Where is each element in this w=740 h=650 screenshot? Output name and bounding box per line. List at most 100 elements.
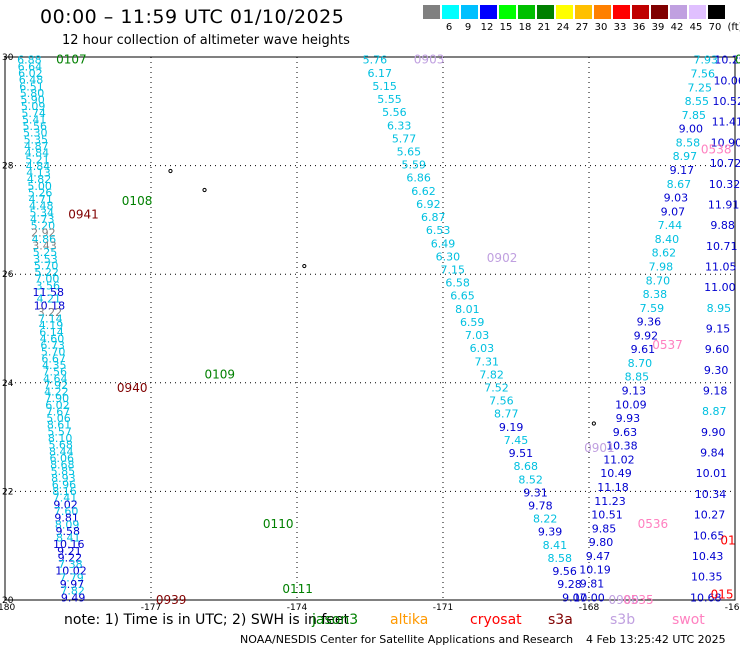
wave-height-value: 11.58 [33, 286, 65, 299]
wave-height-value: 7.31 [475, 355, 500, 368]
wave-height-value: 8.95 [707, 302, 732, 315]
wave-height-value: 5.22 [34, 266, 59, 279]
wave-height-value: 5.55 [377, 93, 402, 106]
wave-height-value: 9.58 [55, 525, 80, 538]
wave-height-value: 7.14 [38, 313, 63, 326]
wave-height-value: 6.58 [445, 277, 470, 290]
wave-height-value: 9.90 [701, 426, 726, 439]
wave-height-value: 8.87 [702, 405, 727, 418]
pass-time-label: 0111 [282, 582, 313, 596]
wave-height-value: 6.96 [52, 478, 77, 491]
x-tick-label: -174 [287, 603, 308, 613]
wave-height-value: 4.84 [26, 160, 51, 173]
x-tick-label: -168 [579, 603, 600, 613]
wave-height-value: 7.44 [658, 219, 683, 232]
wave-height-value: 7.90 [45, 392, 70, 405]
wave-height-value: 9.56 [552, 565, 577, 578]
wave-height-value: 10.35 [691, 571, 723, 584]
wave-height-value: 6.59 [460, 316, 485, 329]
wave-height-value: 4.60 [40, 332, 65, 345]
color-swatch [707, 5, 725, 19]
mission-legend-item: cryosat [470, 612, 522, 628]
wave-height-value: 7.03 [465, 329, 490, 342]
wave-height-value: 8.68 [50, 459, 75, 472]
wave-height-value: 5.09 [21, 100, 46, 113]
wave-height-value: 9.93 [616, 412, 641, 425]
wave-height-value: 11.02 [603, 453, 635, 466]
wave-height-value: 6.62 [411, 185, 436, 198]
wave-height-value: 10.27 [694, 509, 726, 522]
wave-height-value: 7.98 [649, 260, 674, 273]
wave-height-value: 8.93 [51, 472, 76, 485]
wave-height-value: 11.41 [712, 116, 740, 129]
wave-height-value: 8.85 [625, 371, 650, 384]
wave-height-value: 10.65 [693, 529, 725, 542]
wave-height-value: 6.02 [45, 399, 70, 412]
wave-height-value: 9.15 [706, 323, 731, 336]
wave-height-value: 9.13 [622, 385, 647, 398]
wave-height-value: 9.19 [499, 421, 524, 434]
wave-height-value: 9.60 [705, 343, 730, 356]
y-tick-label: 28 [2, 162, 14, 172]
wave-height-value: 10.72 [710, 157, 740, 170]
pass-time-label: 0 [735, 53, 740, 67]
wave-height-value: 7.15 [440, 263, 465, 276]
wave-height-value: 4.48 [29, 200, 54, 213]
wave-height-value: 10.01 [696, 467, 728, 480]
wave-height-value: 5.15 [372, 80, 397, 93]
wave-height-value: 9.81 [580, 578, 605, 591]
wave-height-value: 6.87 [421, 211, 446, 224]
wave-height-value: 6.92 [416, 198, 441, 211]
wave-height-value: 9.80 [589, 536, 614, 549]
wave-height-value: 5.70 [34, 259, 59, 272]
island-marker [168, 168, 173, 174]
wave-height-value: 5.56 [382, 106, 407, 119]
wave-height-value: 10.52 [713, 95, 740, 108]
wave-height-value: 5.30 [23, 127, 48, 140]
island-marker [591, 421, 596, 426]
wave-height-value: 9.07 [661, 205, 686, 218]
wave-height-value: 5.26 [28, 186, 53, 199]
wave-height-value: 5.41 [22, 113, 47, 126]
wave-height-value: 7.56 [42, 366, 67, 379]
y-tick-label: 26 [2, 270, 14, 280]
wave-height-value: 8.10 [48, 432, 73, 445]
pass-time-label: 0109 [205, 368, 236, 382]
wave-height-value: 7.45 [504, 434, 529, 447]
y-tick-label: 22 [2, 487, 13, 497]
color-scale-label: 15 [499, 22, 513, 33]
chart-title: 00:00 – 11:59 UTC 01/10/2025 [40, 6, 345, 28]
wave-height-value: 6.51 [19, 80, 44, 93]
pass-time-label: 0535 [623, 593, 654, 607]
wave-height-value: 11.00 [704, 281, 736, 294]
wave-height-value: 5.80 [20, 87, 45, 100]
wave-height-value: 6.64 [18, 60, 43, 73]
wave-height-value: 8.97 [673, 150, 698, 163]
wave-height-value: 10.38 [606, 440, 638, 453]
wave-height-value: 8.22 [533, 513, 558, 526]
mission-legend-item: s3b [610, 612, 636, 628]
wave-height-value: 8.70 [646, 274, 671, 287]
wave-height-value: 9.18 [703, 385, 728, 398]
wave-height-value: 8.41 [56, 532, 81, 545]
wave-height-value: 8.62 [652, 247, 677, 260]
y-tick-label: 20 [2, 596, 14, 606]
wave-height-value: 6.67 [41, 352, 66, 365]
color-scale-label: 12 [480, 22, 494, 33]
wave-height-value: 9.03 [664, 192, 689, 205]
wave-height-value: 8.38 [643, 288, 668, 301]
x-tick-label: -165 [725, 603, 740, 613]
wave-height-value: 4.82 [27, 173, 52, 186]
color-scale-label: 33 [613, 22, 627, 33]
wave-height-value: 8.55 [685, 95, 710, 108]
wave-height-value: 9.78 [528, 500, 553, 513]
pass-time-label: 0538 [701, 142, 732, 156]
pass-time-label: 0901 [584, 441, 615, 455]
wave-height-value: 7.52 [484, 382, 509, 395]
wave-height-value: 8.61 [47, 419, 72, 432]
wave-height-value: 6.03 [470, 342, 495, 355]
wave-height-value: 5.74 [21, 107, 46, 120]
wave-height-value: 8.16 [52, 485, 77, 498]
color-swatch [631, 5, 649, 19]
wave-height-value: 5.20 [31, 220, 56, 233]
